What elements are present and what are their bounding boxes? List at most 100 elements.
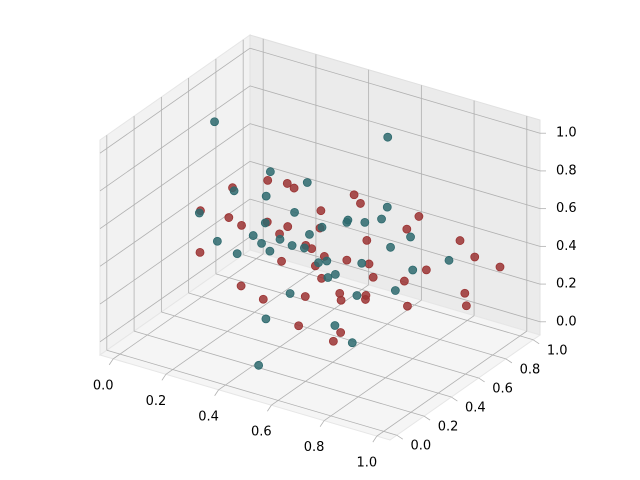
y-tick-label: 0.6: [492, 381, 513, 396]
point: [335, 288, 345, 298]
y-tick-label: 1.0: [547, 343, 568, 358]
point: [330, 321, 340, 330]
point: [277, 256, 286, 266]
z-tick-label: 0.4: [556, 239, 577, 254]
point: [342, 217, 352, 227]
point: [322, 256, 332, 266]
x-tick: [267, 405, 272, 412]
point: [364, 259, 374, 269]
point: [314, 258, 323, 268]
point: [229, 186, 239, 196]
point: [336, 328, 346, 337]
point: [403, 301, 412, 311]
point: [261, 191, 271, 201]
grid-line: [215, 273, 507, 360]
point: [261, 314, 271, 324]
point: [361, 295, 370, 304]
point: [302, 178, 312, 187]
point: [377, 214, 386, 224]
point: [248, 231, 258, 240]
z-tick-label: 0.0: [556, 314, 577, 329]
x-tick: [214, 389, 219, 396]
point: [455, 236, 465, 245]
grid-line: [249, 160, 541, 247]
x-tick-label: 0.2: [146, 394, 167, 409]
y-tick: [396, 434, 404, 440]
point: [263, 175, 273, 185]
grid-line: [249, 85, 541, 172]
point: [232, 249, 242, 259]
floor-pane: [98, 249, 542, 441]
grid-line: [99, 161, 251, 267]
grid-line: [99, 123, 251, 229]
point: [383, 132, 393, 142]
y-tick: [505, 358, 513, 364]
point: [283, 222, 293, 231]
grid-line: [243, 254, 534, 341]
point: [402, 224, 412, 234]
grid-line: [99, 236, 251, 343]
point: [316, 206, 326, 216]
point: [390, 286, 400, 295]
point: [194, 208, 204, 218]
point: [356, 199, 365, 208]
point: [328, 336, 338, 346]
point: [408, 265, 418, 275]
grid-line: [112, 253, 264, 360]
point: [289, 183, 299, 193]
point: [282, 179, 292, 188]
point: [257, 238, 266, 248]
point: [299, 243, 309, 253]
point: [254, 360, 264, 370]
point: [382, 202, 392, 212]
point: [317, 222, 327, 232]
point: [421, 265, 431, 275]
x-tick-label: 0.6: [251, 425, 272, 440]
x-tick: [319, 420, 325, 427]
x-tick-label: 1.0: [356, 456, 377, 471]
point: [265, 167, 275, 177]
y-tick-label: 0.8: [520, 362, 541, 377]
point: [357, 258, 367, 268]
grid-line: [99, 47, 251, 154]
point: [461, 301, 471, 311]
grid-line: [249, 123, 541, 210]
point: [368, 272, 378, 282]
point: [285, 289, 295, 298]
grid-line: [376, 330, 528, 437]
point: [349, 190, 359, 200]
point: [260, 218, 270, 228]
point: [258, 294, 268, 304]
z-tick-label: 0.6: [556, 201, 577, 216]
point: [300, 292, 310, 301]
grid-line: [106, 349, 397, 436]
point: [290, 207, 299, 217]
grid-line: [249, 236, 541, 323]
point: [399, 276, 409, 286]
point: [287, 241, 297, 250]
point: [224, 213, 234, 222]
point: [360, 217, 370, 227]
point: [495, 262, 505, 272]
y-tick-label: 0.4: [465, 401, 486, 416]
z-tick-label: 1.0: [556, 126, 577, 141]
point: [347, 338, 357, 348]
grid-line: [271, 299, 422, 406]
y-tick-label: 0.0: [410, 439, 431, 454]
z-tick-label: 0.2: [556, 277, 577, 292]
point: [444, 255, 454, 265]
point: [210, 117, 219, 127]
y-tick: [451, 396, 458, 402]
y-tick: [423, 415, 431, 421]
point: [362, 235, 372, 245]
grid-line: [161, 311, 452, 398]
point: [307, 244, 317, 253]
point: [275, 234, 285, 244]
y-tick-label: 0.2: [438, 420, 459, 435]
z-tick-label: 0.8: [556, 163, 577, 178]
point: [195, 247, 205, 257]
grid-line: [99, 85, 251, 192]
x-tick: [161, 374, 167, 381]
point: [265, 246, 275, 256]
